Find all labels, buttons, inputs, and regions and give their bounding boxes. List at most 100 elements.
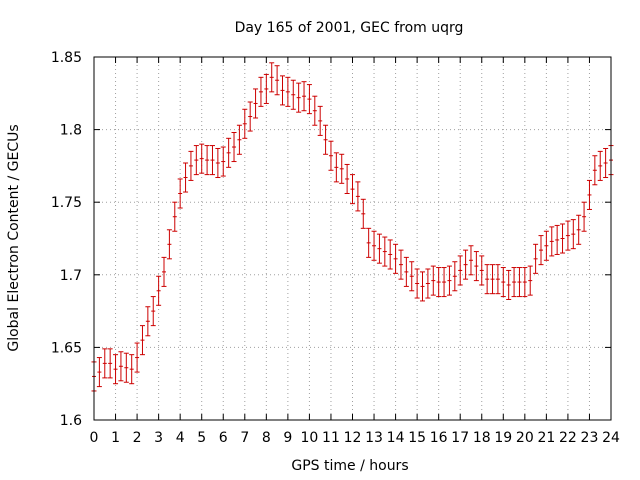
data-point (570, 219, 576, 250)
y-tick-label: 1.65 (51, 340, 82, 356)
data-point (296, 82, 302, 113)
data-point (134, 342, 140, 373)
data-point (156, 275, 162, 306)
data-point (263, 73, 269, 104)
data-point (145, 306, 151, 337)
x-tick-label: 23 (581, 430, 599, 446)
chart-title: Day 165 of 2001, GEC from uqrg (235, 20, 464, 36)
data-point (484, 264, 490, 295)
data-point (285, 76, 291, 107)
x-tick-label: 11 (322, 430, 340, 446)
data-point (269, 62, 275, 93)
data-point (306, 84, 312, 115)
data-point (220, 146, 226, 177)
x-tick-label: 16 (430, 430, 448, 446)
y-axis-label: Global Electron Content / GECUs (6, 124, 22, 351)
data-point (247, 101, 253, 132)
y-tick-label: 1.85 (51, 50, 82, 66)
data-point (479, 255, 485, 286)
x-axis-label: GPS time / hours (291, 458, 408, 474)
data-point (376, 233, 382, 264)
data-point (366, 227, 372, 258)
data-point (382, 236, 388, 267)
data-point (166, 229, 172, 260)
x-tick-label: 12 (344, 430, 362, 446)
x-axis-ticks: 0 1 2 3 4 5 6 7 8 9 10 11 12 13 14 15 16 17 18 19 20 21 22 23 24 (90, 57, 620, 446)
data-point (441, 267, 447, 298)
data-point (576, 214, 582, 245)
data-point (177, 178, 183, 209)
data-point (199, 143, 205, 174)
data-point (543, 230, 549, 261)
x-tick-label: 24 (602, 430, 620, 446)
x-tick-label: 0 (90, 430, 99, 446)
data-point (425, 268, 431, 299)
data-point (516, 267, 522, 298)
data-point (436, 267, 442, 298)
y-tick-label: 1.75 (51, 195, 82, 211)
x-tick-label: 20 (516, 430, 534, 446)
data-point (463, 249, 469, 280)
data-point (150, 296, 156, 327)
data-point (506, 269, 512, 300)
data-point (527, 265, 533, 296)
data-point (242, 108, 248, 139)
data-point (473, 251, 479, 282)
x-tick-label: 8 (262, 430, 271, 446)
data-point (387, 239, 393, 270)
data-point (328, 140, 334, 171)
data-point (403, 256, 409, 287)
data-point (274, 65, 280, 96)
data-point (102, 348, 108, 379)
data-point (409, 261, 415, 292)
grid-lines (94, 57, 611, 420)
x-tick-label: 15 (408, 430, 426, 446)
data-point (457, 255, 463, 286)
data-point (549, 226, 555, 257)
data-point (226, 137, 232, 168)
x-tick-label: 13 (365, 430, 383, 446)
data-point (452, 261, 458, 292)
series-gec (91, 62, 614, 392)
data-point (323, 124, 329, 155)
data-point (279, 75, 285, 106)
data-point (312, 95, 318, 126)
x-tick-label: 2 (133, 430, 142, 446)
y-tick-label: 1.8 (60, 123, 82, 139)
data-point (393, 243, 399, 274)
data-point (495, 264, 501, 295)
x-tick-label: 19 (494, 430, 512, 446)
data-point (204, 145, 210, 176)
x-tick-label: 7 (240, 430, 249, 446)
data-point (581, 201, 587, 232)
y-axis-ticks: 1.6 1.65 1.7 1.75 1.8 1.85 (51, 50, 611, 429)
data-point (339, 153, 345, 184)
x-tick-label: 9 (283, 430, 292, 446)
data-point (468, 245, 474, 276)
data-point (290, 79, 296, 110)
data-point (172, 201, 178, 232)
data-point (258, 76, 264, 107)
x-tick-label: 6 (219, 430, 228, 446)
data-point (522, 267, 528, 298)
data-point (236, 124, 242, 155)
x-tick-label: 5 (197, 430, 206, 446)
data-point (565, 220, 571, 251)
data-point (193, 145, 199, 176)
data-point (215, 147, 221, 179)
data-point (113, 354, 119, 385)
data-point (333, 152, 339, 183)
x-tick-label: 1 (111, 430, 120, 446)
data-point (183, 162, 189, 193)
y-tick-label: 1.6 (60, 413, 82, 429)
data-point (538, 235, 544, 266)
data-point (603, 147, 609, 179)
data-point (129, 354, 135, 385)
data-point (301, 81, 307, 112)
data-point (123, 352, 129, 383)
data-point (355, 181, 361, 212)
data-point (597, 150, 603, 181)
data-point (317, 105, 323, 136)
data-point (344, 163, 350, 194)
data-point (490, 264, 496, 295)
